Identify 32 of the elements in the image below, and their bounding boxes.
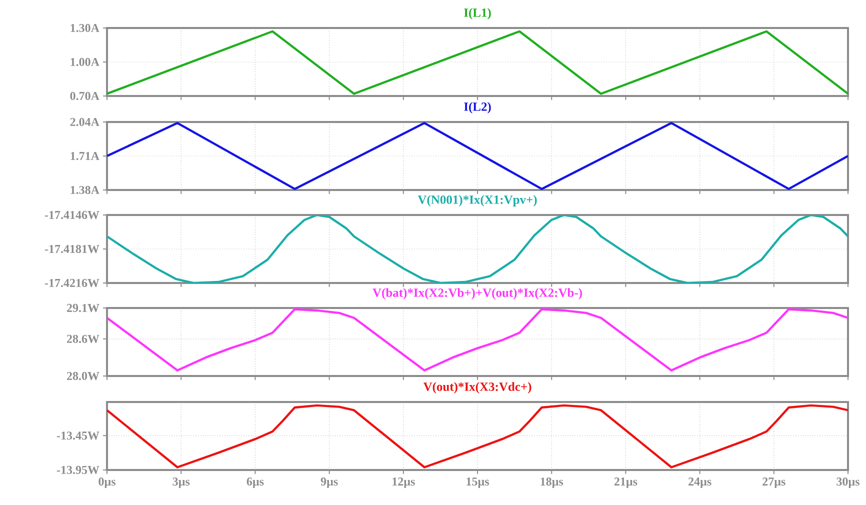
y-tick-label: 28.0W	[66, 372, 100, 380]
line-series	[107, 404, 848, 468]
y-tick-label: 1.38A	[70, 186, 100, 194]
x-tick-label: 9µs	[320, 478, 338, 488]
y-tick-label: 0.70A	[70, 92, 100, 100]
chart-title: V(N001)*Ix(X1:Vpv+)	[418, 195, 537, 206]
y-tick-label: 1.71A	[70, 152, 100, 160]
y-tick-label: -17.4146W	[44, 210, 100, 220]
y-tick-label: -13.95W	[56, 466, 100, 474]
x-tick-label: 30µs	[836, 478, 860, 488]
y-tick-label: 1.00A	[70, 58, 100, 66]
x-tick-label: 12µs	[392, 478, 415, 488]
y-tick-label: 29.1W	[66, 304, 100, 312]
x-tick-label: 24µs	[688, 478, 712, 488]
y-tick-label: 1.30A	[70, 24, 100, 32]
y-tick-label: 28.6W	[66, 334, 100, 343]
y-tick-label: -17.4181W	[44, 244, 100, 254]
x-tick-label: 6µs	[246, 478, 264, 488]
x-tick-label: 27µs	[762, 478, 786, 488]
chart-title: I(L1)	[464, 8, 491, 20]
chart-title: V(out)*Ix(X3:Vdc+)	[423, 382, 532, 394]
x-tick-label: 21µs	[614, 478, 638, 488]
y-tick-label: 2.04A	[70, 118, 100, 126]
x-tick-label: 3µs	[172, 478, 190, 488]
chart-title: I(L2)	[464, 102, 491, 114]
y-tick-label: -13.45W	[56, 432, 100, 440]
x-tick-label: 15µs	[466, 478, 489, 488]
x-tick-label: 18µs	[540, 478, 564, 488]
x-tick-label: 0µs	[98, 478, 116, 488]
line-series	[107, 308, 848, 372]
chart-title: V(bat)*Ix(X2:Vb+)+V(out)*Ix(X2:Vb-)	[372, 288, 582, 300]
y-tick-label: -17.4216W	[44, 278, 100, 288]
